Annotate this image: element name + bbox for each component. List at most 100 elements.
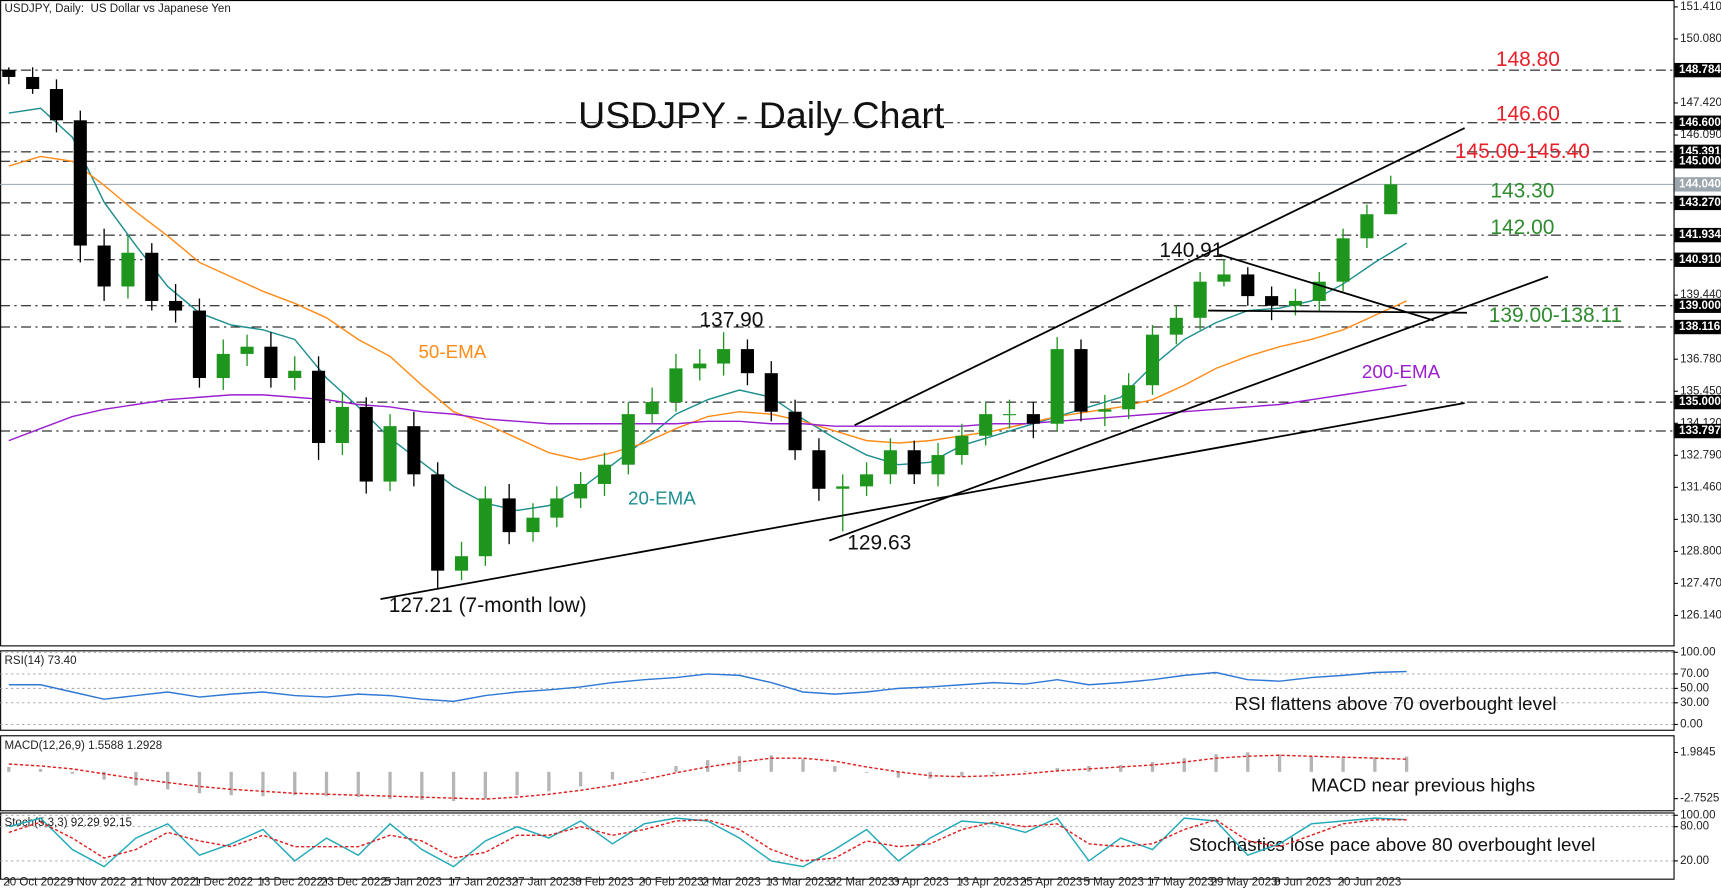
trendline bbox=[828, 275, 1549, 542]
candle-body bbox=[860, 474, 874, 487]
annotation: 129.63 bbox=[847, 531, 911, 554]
level-label-box bbox=[1674, 62, 1721, 78]
y-tick-label: 126.140 bbox=[1680, 610, 1721, 622]
histogram-bar bbox=[1404, 756, 1409, 772]
candle-body bbox=[1193, 281, 1207, 318]
histogram-bar bbox=[1246, 752, 1250, 772]
histogram-bar bbox=[197, 771, 202, 794]
candle-body bbox=[812, 450, 826, 489]
candle-body bbox=[49, 89, 64, 121]
y-tick-label: 136.780 bbox=[1680, 353, 1721, 365]
series-line bbox=[8, 817, 1407, 868]
histogram-bar bbox=[737, 756, 742, 772]
y-tick-label: 70.00 bbox=[1680, 668, 1709, 680]
level-label: 138.116 bbox=[1679, 321, 1721, 333]
level-label: 139.000 bbox=[1679, 300, 1721, 312]
candle-body bbox=[526, 517, 540, 533]
x-tick-label: 20 Oct 2022 bbox=[3, 877, 66, 888]
series-line bbox=[8, 819, 1407, 862]
y-tick-label: 150.080 bbox=[1680, 33, 1721, 45]
histogram-bar bbox=[261, 771, 265, 797]
candle-body bbox=[669, 368, 683, 403]
histogram-bar bbox=[356, 771, 360, 798]
candle-body bbox=[1265, 296, 1279, 306]
candle-body bbox=[145, 252, 159, 301]
histogram-bar bbox=[991, 771, 996, 774]
series-line bbox=[8, 670, 1407, 703]
histogram-bar bbox=[7, 766, 11, 772]
candle-body bbox=[1336, 238, 1350, 282]
level-label-box bbox=[1674, 298, 1721, 313]
y-tick-label: 20.00 bbox=[1680, 855, 1709, 867]
histogram-bar bbox=[610, 771, 615, 780]
level-label-box bbox=[1674, 423, 1721, 439]
histogram-bar bbox=[801, 759, 805, 772]
level-label: 148.784 bbox=[1679, 64, 1721, 76]
histogram-bar bbox=[388, 771, 392, 800]
histogram-bar bbox=[960, 771, 964, 777]
candle-body bbox=[431, 474, 445, 571]
candle-body bbox=[478, 498, 492, 557]
annotation: 142.00 bbox=[1490, 216, 1554, 239]
x-tick-label: 17 Jan 2023 bbox=[448, 877, 512, 888]
histogram-bar bbox=[70, 771, 75, 774]
y-tick-label: 100.00 bbox=[1680, 809, 1715, 821]
histogram-bar bbox=[1277, 754, 1282, 772]
candle-body bbox=[645, 402, 659, 415]
level-label: 135.000 bbox=[1679, 396, 1721, 408]
y-tick-label: 135.450 bbox=[1680, 385, 1721, 397]
level-label: 143.270 bbox=[1679, 197, 1721, 209]
series-line bbox=[8, 155, 1407, 461]
histogram-bar bbox=[483, 771, 487, 800]
candle-body bbox=[1122, 385, 1136, 410]
y-tick-label: 1.9845 bbox=[1680, 747, 1715, 759]
x-tick-label: 17 May 2023 bbox=[1147, 877, 1214, 888]
candle-body bbox=[907, 450, 921, 475]
x-tick-label: 13 Apr 2023 bbox=[956, 877, 1018, 888]
histogram-bar bbox=[324, 771, 329, 797]
x-tick-label: 9 Nov 2022 bbox=[67, 877, 126, 888]
x-tick-label: 21 Nov 2022 bbox=[130, 877, 196, 888]
y-tick-label: -2.7525 bbox=[1680, 793, 1719, 805]
candle-body bbox=[121, 252, 135, 287]
histogram-bar bbox=[1214, 754, 1218, 772]
chart-title: USDJPY - Daily Chart bbox=[578, 94, 945, 136]
histogram-bar bbox=[451, 771, 456, 802]
level-label: 145.391 bbox=[1679, 146, 1721, 158]
candle-body bbox=[454, 556, 469, 571]
series-label: 200-EMA bbox=[1362, 361, 1441, 382]
candle-body bbox=[550, 498, 564, 518]
histogram-bar bbox=[1182, 758, 1186, 772]
y-tick-label: 151.410 bbox=[1680, 1, 1721, 13]
histogram-bar bbox=[578, 771, 583, 787]
y-tick-label: 50.00 bbox=[1680, 682, 1709, 694]
candle-body bbox=[955, 435, 969, 456]
level-label: 145.000 bbox=[1679, 155, 1721, 167]
y-tick-label: 147.420 bbox=[1680, 97, 1721, 109]
level-label-box bbox=[1674, 394, 1721, 410]
x-tick-label: 2 Mar 2023 bbox=[702, 877, 761, 888]
y-tick-label: 80.00 bbox=[1680, 821, 1709, 833]
x-tick-label: 13 Mar 2023 bbox=[766, 877, 831, 888]
price-panel bbox=[0, 0, 1675, 647]
level-label-box bbox=[1674, 154, 1721, 169]
histogram-bar bbox=[420, 771, 424, 801]
candle-body bbox=[264, 346, 278, 378]
y-tick-label: 131.460 bbox=[1680, 481, 1721, 493]
histogram-bar bbox=[102, 771, 106, 780]
candle-body bbox=[740, 349, 754, 374]
trendline bbox=[1218, 253, 1434, 322]
x-tick-label: 5 May 2023 bbox=[1083, 877, 1144, 888]
candle-body bbox=[312, 370, 326, 444]
annotation: Stochastics lose pace above 80 overbough… bbox=[1189, 834, 1596, 855]
candle-body bbox=[979, 414, 993, 436]
histogram-bar bbox=[1023, 770, 1028, 772]
x-tick-label: 5 Jan 2023 bbox=[385, 877, 442, 888]
histogram-bar bbox=[1373, 757, 1377, 772]
level-label: 146.600 bbox=[1679, 117, 1721, 129]
x-tick-label: 8 Jun 2023 bbox=[1274, 877, 1331, 888]
panel-title: MACD(12,26,9) 1.5588 1.2928 bbox=[4, 740, 162, 752]
histogram-bar bbox=[166, 771, 170, 790]
candle-body bbox=[597, 464, 612, 484]
